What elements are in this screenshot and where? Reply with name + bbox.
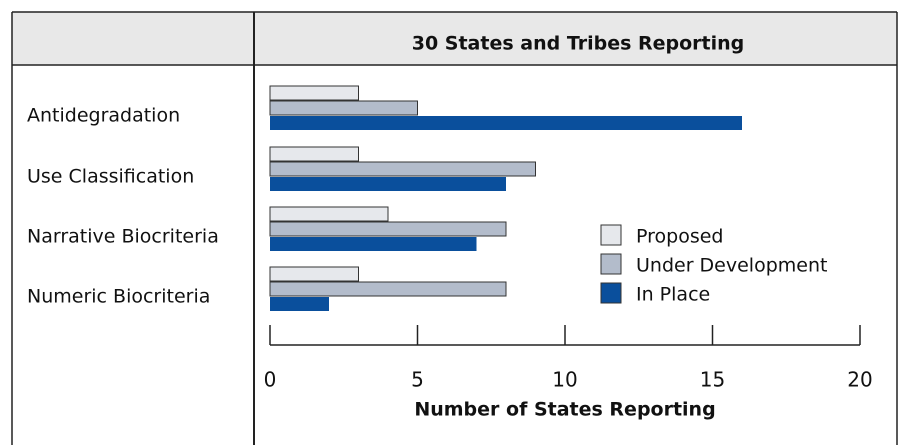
bar	[270, 237, 477, 251]
bar	[270, 297, 329, 311]
x-tick-label: 0	[264, 368, 277, 392]
legend-label: In Place	[636, 284, 710, 306]
x-tick-label: 10	[552, 368, 577, 392]
legend-swatch	[600, 224, 622, 246]
x-tick-label: 15	[700, 368, 725, 392]
bar	[269, 266, 359, 282]
x-axis-label: Number of States Reporting	[414, 399, 715, 421]
x-tick-label: 5	[411, 368, 424, 392]
category-label: Numeric Biocriteria	[27, 286, 210, 308]
bar	[270, 116, 742, 130]
bar	[269, 100, 418, 116]
bar	[269, 221, 507, 237]
legend-swatch	[600, 282, 622, 304]
chart-title: 30 States and Tribes Reporting	[412, 33, 745, 55]
category-label: Use Classification	[27, 166, 194, 188]
legend-swatch	[600, 253, 622, 275]
legend-label: Proposed	[636, 226, 723, 248]
header-band	[12, 12, 897, 65]
x-tick-label: 20	[847, 368, 872, 392]
category-label: Antidegradation	[27, 105, 180, 127]
bar	[269, 206, 389, 222]
bar	[269, 146, 359, 162]
category-label: Narrative Biocriteria	[27, 226, 219, 248]
bar	[270, 177, 506, 191]
bar	[269, 161, 536, 177]
bar	[269, 281, 507, 297]
legend-label: Under Development	[636, 255, 827, 277]
bar	[269, 85, 359, 101]
